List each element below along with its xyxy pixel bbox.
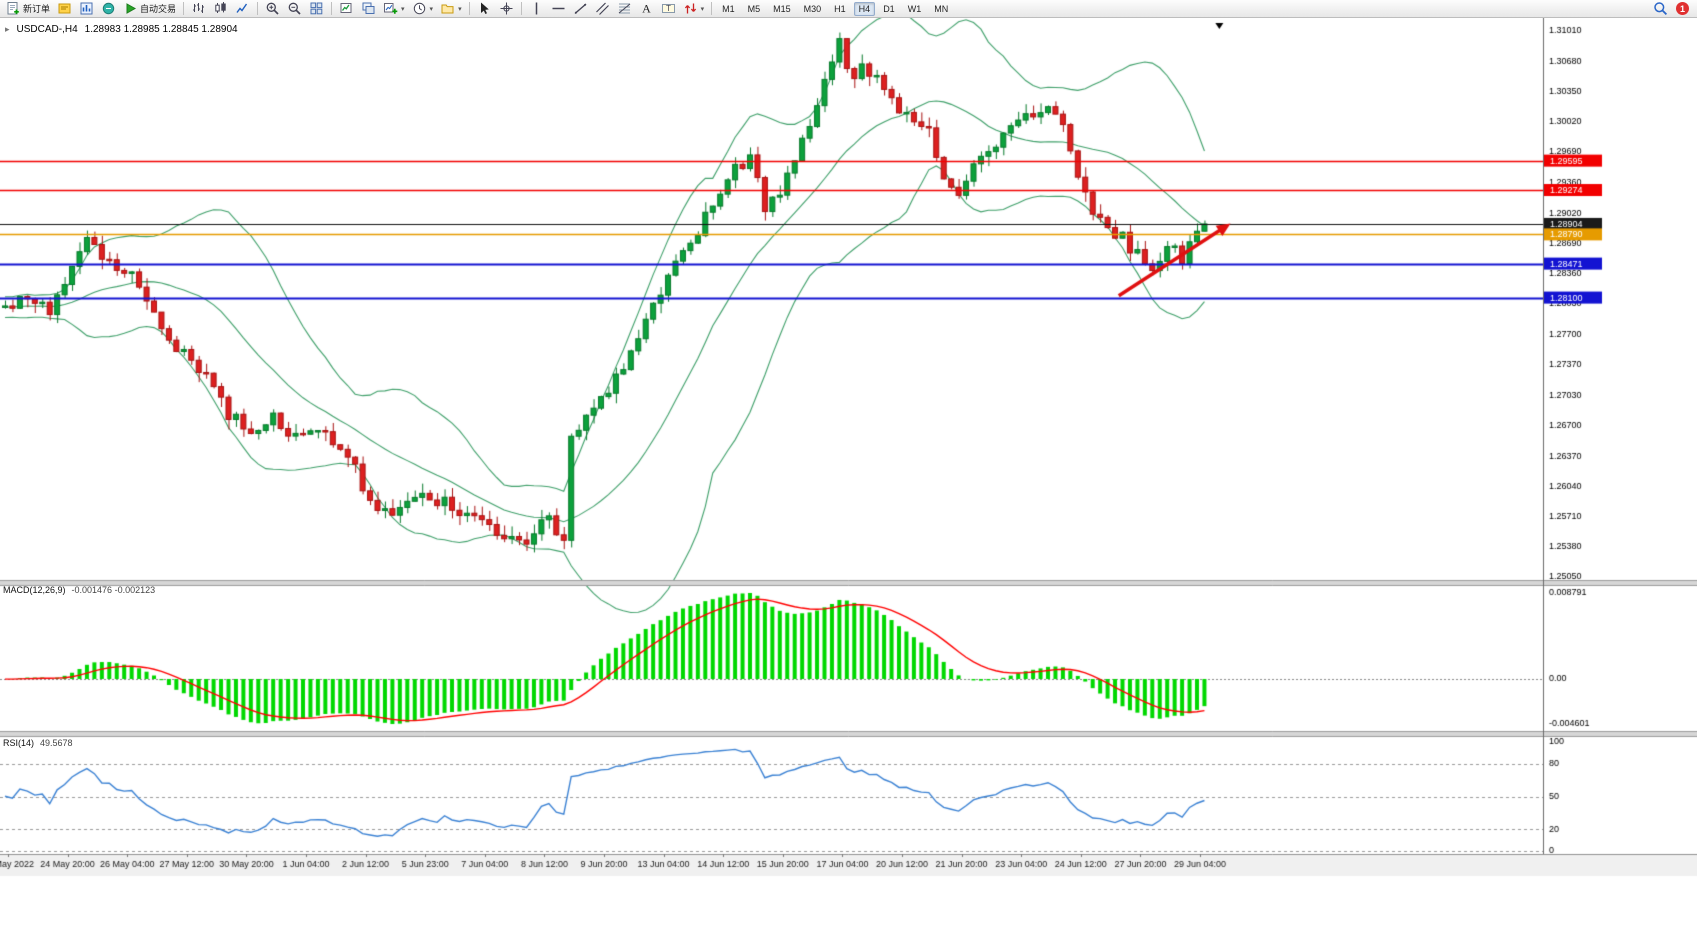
timeframe-m1-button[interactable]: M1 xyxy=(722,3,735,14)
toolbar-separator xyxy=(257,2,259,15)
toolbar-separator xyxy=(331,2,333,15)
timeframe-h4-button[interactable]: H4 xyxy=(853,1,876,16)
svg-text:A: A xyxy=(642,2,651,16)
toolbar-data-window-button[interactable] xyxy=(98,0,119,17)
search-button[interactable] xyxy=(1650,0,1671,17)
toolbar-trendline-button[interactable] xyxy=(570,0,591,17)
toolbar-separator xyxy=(183,2,185,15)
toolbar-zoom-in-button[interactable] xyxy=(262,0,283,17)
notification-badge[interactable]: 1 xyxy=(1676,2,1689,15)
toolbar-templates-button[interactable]: ▾ xyxy=(437,0,465,17)
toolbar-autotrading-button[interactable]: 自动交易 xyxy=(120,0,179,17)
toolbar-metaeditor-button[interactable] xyxy=(54,0,75,17)
toolbar-market-watch-button[interactable] xyxy=(76,0,97,17)
macd-label-name: MACD(12,26,9) xyxy=(3,585,66,595)
rsi-label-value: 49.5678 xyxy=(40,738,73,748)
rsi-label-name: RSI(14) xyxy=(3,738,35,748)
toolbar-text-button[interactable]: A xyxy=(636,0,657,17)
toolbar-line-chart-button[interactable] xyxy=(232,0,253,17)
timeframe-mn-button[interactable]: MN xyxy=(934,3,949,14)
main-toolbar: 新订单 自动交易 ▾ ▾ ▾ A T ▾ M1 M5 M15 M30 H1 H4 D1 W1 MN 1 xyxy=(0,0,1697,18)
toolbar-right: 1 xyxy=(1650,0,1694,17)
toolbar-periodicity-button[interactable]: ▾ xyxy=(409,0,437,17)
timeframe-m15-button[interactable]: M15 xyxy=(773,3,791,14)
toolbar-candle-chart-button[interactable] xyxy=(210,0,231,17)
timeframe-d1-button[interactable]: D1 xyxy=(883,3,895,14)
chart-symbol-period: USDCAD-,H4 xyxy=(16,24,78,35)
toolbar-vline-button[interactable] xyxy=(526,0,547,17)
toolbar-channel-button[interactable] xyxy=(592,0,613,17)
toolbar-new-order-button[interactable]: 新订单 xyxy=(3,0,53,17)
toolbar-crosshair-button[interactable] xyxy=(496,0,517,17)
chart-ohlc-values: 1.28983 1.28985 1.28845 1.28904 xyxy=(84,24,238,35)
toolbar-hline-button[interactable] xyxy=(548,0,569,17)
toolbar-cursor-button[interactable] xyxy=(474,0,495,17)
price-chart-canvas[interactable] xyxy=(0,18,1697,940)
toolbar-separator xyxy=(711,2,713,15)
toolbar-text-label-button[interactable]: T xyxy=(658,0,679,17)
toolbar-zoom-out-button[interactable] xyxy=(284,0,305,17)
one-click-trading-toggle[interactable]: ▸ xyxy=(5,24,10,34)
toolbar-indicators-button[interactable] xyxy=(336,0,357,17)
toolbar-cascade-windows-button[interactable] xyxy=(358,0,379,17)
toolbar-arrows-button[interactable]: ▾ xyxy=(680,0,708,17)
toolbar-buttons: 新订单 自动交易 ▾ ▾ ▾ A T ▾ M1 M5 M15 M30 H1 H4 D1 W1 MN xyxy=(3,0,954,18)
macd-label-values: -0.001476 -0.002123 xyxy=(71,585,156,595)
timeframe-h1-button[interactable]: H1 xyxy=(834,3,846,14)
rsi-indicator-label: RSI(14) 49.5678 xyxy=(3,738,73,748)
timeframe-m30-button[interactable]: M30 xyxy=(803,3,822,14)
macd-indicator-label: MACD(12,26,9) -0.001476 -0.002123 xyxy=(3,585,155,595)
toolbar-bar-chart-button[interactable] xyxy=(188,0,209,17)
toolbar-fibonacci-button[interactable] xyxy=(614,0,635,17)
timeframe-m5-button[interactable]: M5 xyxy=(747,3,761,14)
chart-ohlc-header: ▸ USDCAD-,H4 1.28983 1.28985 1.28845 1.2… xyxy=(5,24,238,35)
toolbar-separator xyxy=(468,2,470,15)
toolbar-new-chart-button[interactable]: ▾ xyxy=(380,0,408,17)
toolbar-tile-windows-button[interactable] xyxy=(306,0,327,17)
timeframe-w1-button[interactable]: W1 xyxy=(907,3,922,14)
toolbar-separator xyxy=(520,2,522,15)
svg-text:T: T xyxy=(666,4,671,13)
